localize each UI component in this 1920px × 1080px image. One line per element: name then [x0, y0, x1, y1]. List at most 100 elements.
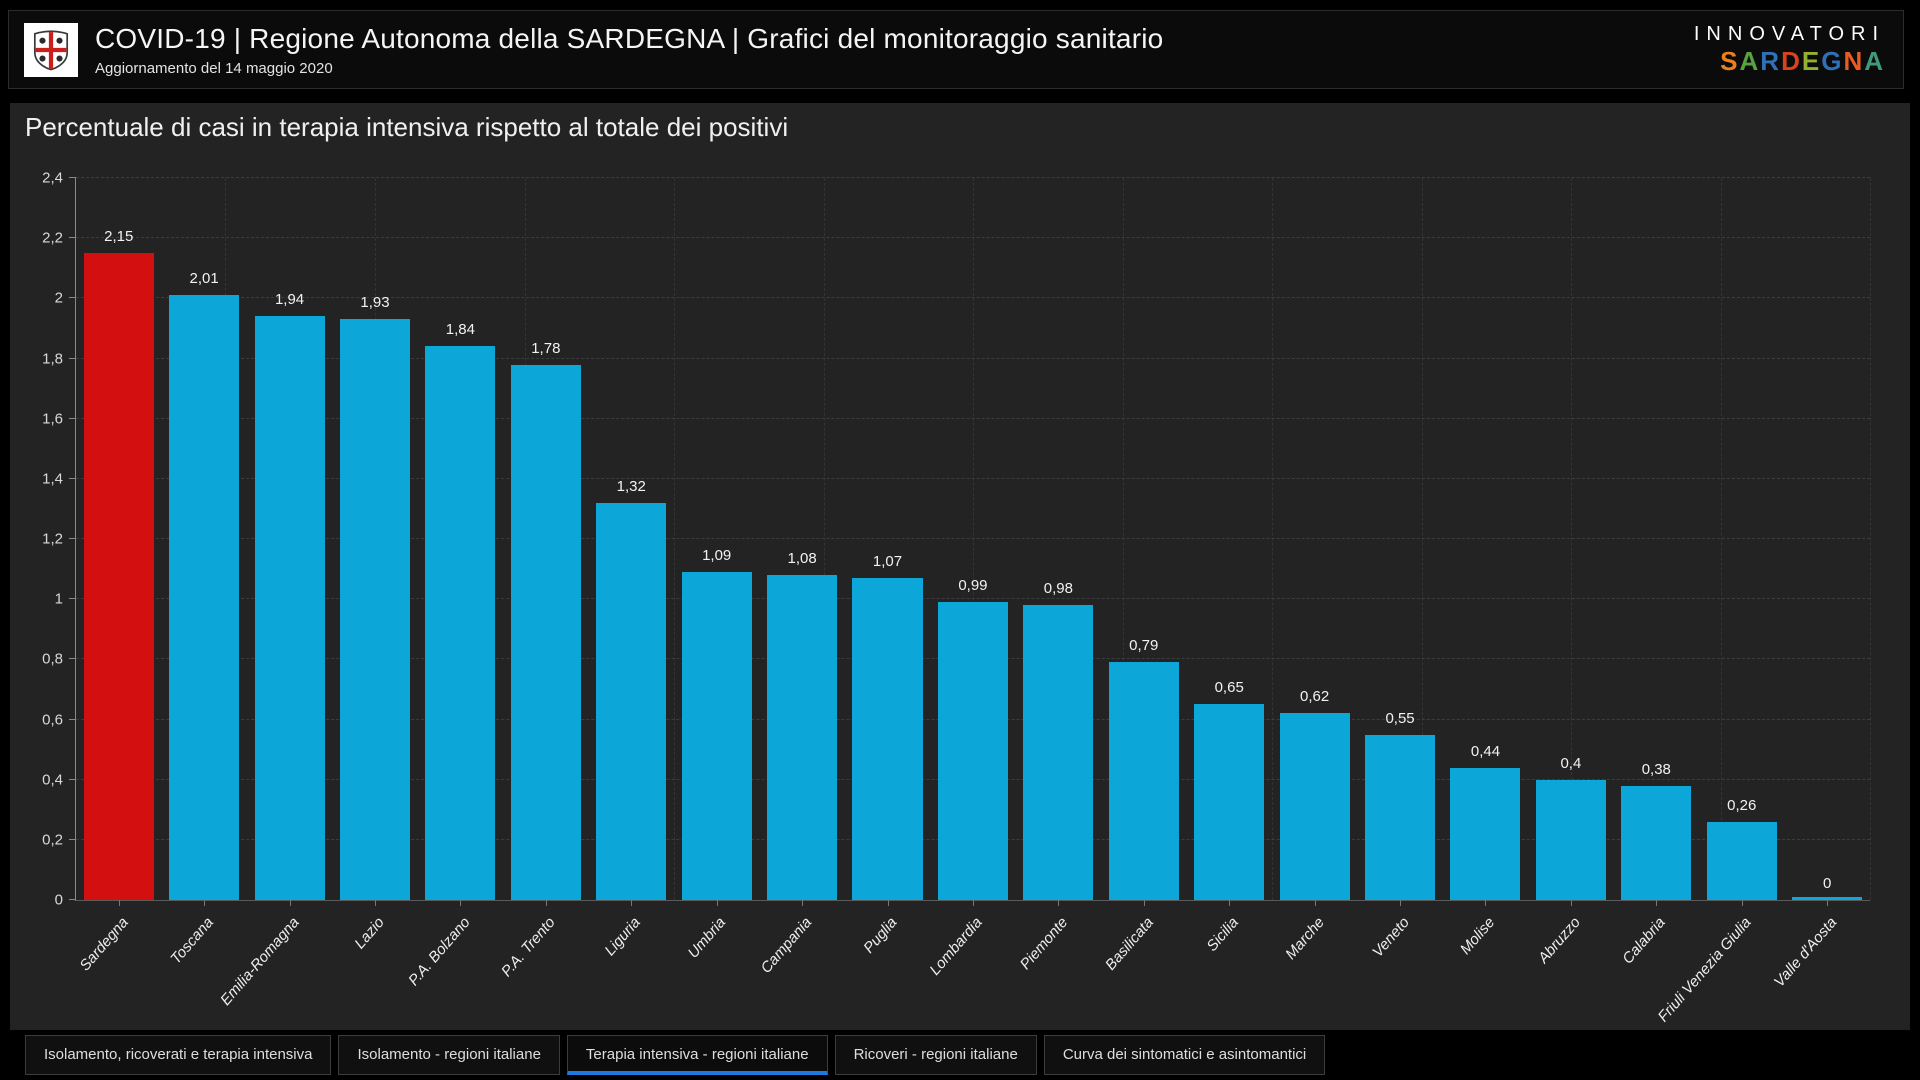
x-tick-label-basilicata: Basilicata: [1101, 914, 1157, 974]
y-tick-label: 1,8: [42, 350, 63, 367]
tab-terapia-intensiva-regioni-italiane[interactable]: Terapia intensiva - regioni italiane: [566, 1035, 828, 1075]
bar-abruzzo[interactable]: [1535, 779, 1606, 900]
innovatori-sardegna-logo: INNOVATORI SARDEGNA: [1694, 23, 1885, 77]
x-tick-mark: [802, 900, 804, 906]
brand-innovatori: INNOVATORI: [1693, 22, 1885, 45]
y-tick-label: 0,6: [42, 711, 63, 728]
x-tick-label-friuli-venezia-giulia: Friuli Venezia Giulia: [1654, 914, 1755, 1026]
x-tick-label-valle-d-aosta: Valle d'Aosta: [1770, 914, 1840, 991]
x-tick-label-lombardia: Lombardia: [926, 914, 986, 979]
bar-sardegna[interactable]: [83, 253, 154, 900]
y-tick-mark: [69, 237, 76, 239]
bar-cell-campania: 1,08 Campania: [757, 178, 844, 977]
y-tick-mark: [69, 718, 76, 720]
vertical-gridline: [823, 178, 825, 900]
bar-p-a-bolzano[interactable]: [425, 346, 496, 900]
y-tick-label: 1: [54, 590, 63, 608]
bar-cell-p-a-bolzano: 1,84 P.A. Bolzano: [405, 178, 503, 989]
x-tick-label-sardegna: Sardegna: [76, 914, 132, 975]
x-tick-mark: [118, 900, 120, 906]
bar-valle-d-aosta[interactable]: [1792, 897, 1863, 900]
bar-sicilia[interactable]: [1194, 704, 1265, 900]
chart-panel: Percentuale di casi in terapia intensiva…: [10, 103, 1910, 1030]
bar-calabria[interactable]: [1621, 785, 1692, 900]
horizontal-gridline: [76, 297, 1870, 299]
brand-letter: E: [1801, 46, 1822, 77]
bar-cell-umbria: 1,09 Umbria: [674, 178, 759, 962]
y-tick-mark: [69, 658, 76, 660]
bar-umbria[interactable]: [681, 572, 752, 900]
bar-value-label: 0: [1822, 875, 1832, 892]
brand-letter: R: [1760, 46, 1782, 77]
y-tick-label: 1,4: [42, 470, 63, 488]
update-date: Aggiornamento del 14 maggio 2020: [95, 59, 333, 77]
y-tick-mark: [69, 538, 76, 539]
bar-molise[interactable]: [1450, 767, 1521, 900]
sardegna-coat-of-arms-logo: [24, 22, 78, 77]
x-tick-mark: [1485, 900, 1487, 906]
brand-letter: D: [1781, 46, 1802, 77]
bar-value-label: 0,26: [1727, 796, 1757, 814]
bar-cell-emilia-romagna: 1,94 Emilia-Romagna: [217, 178, 332, 1009]
brand-letter: S: [1720, 46, 1740, 77]
brand-sardegna: SARDEGNA: [1694, 47, 1885, 76]
y-tick-label: 2: [54, 289, 63, 307]
x-tick-mark: [972, 900, 974, 906]
bar-cell-lazio: 1,93 Lazio: [332, 178, 417, 952]
bar-emilia-romagna[interactable]: [254, 316, 325, 900]
bar-p-a-trento[interactable]: [510, 364, 581, 900]
bar-friuli-venezia-giulia[interactable]: [1706, 821, 1777, 900]
bar-liguria[interactable]: [596, 502, 667, 900]
bar-cell-abruzzo: 0,4 Abruzzo: [1528, 178, 1613, 967]
shield-icon: [33, 29, 69, 70]
y-tick-mark: [69, 297, 76, 299]
y-tick-label: 0,4: [42, 771, 63, 789]
bar-lombardia[interactable]: [937, 602, 1008, 900]
bar-value-label: 0,79: [1129, 637, 1159, 655]
tab-ricoveri-regioni-italiane[interactable]: Ricoveri - regioni italiane: [834, 1035, 1037, 1075]
vertical-gridline: [1421, 178, 1423, 900]
x-tick-label-liguria: Liguria: [601, 914, 645, 960]
y-tick-label: 0,2: [42, 831, 63, 849]
bar-toscana[interactable]: [169, 295, 240, 900]
bar-value-label: 1,32: [616, 477, 646, 495]
tab-isolamento-regioni-italiane[interactable]: Isolamento - regioni italiane: [338, 1035, 560, 1075]
bar-value-label: 1,09: [702, 547, 732, 565]
vertical-gridline: [1870, 178, 1871, 900]
bar-lazio[interactable]: [339, 319, 410, 900]
x-tick-mark: [1400, 900, 1402, 906]
bar-cell-puglia: 1,07 Puglia: [845, 178, 930, 957]
bar-value-label: 0,98: [1043, 580, 1073, 598]
y-tick-mark: [69, 899, 76, 900]
y-tick-mark: [69, 177, 76, 178]
chart-title: Percentuale di casi in terapia intensiva…: [25, 112, 789, 142]
plot-area: 0 0,2 0,4 0,6 0,8 1 1,2 1,4 1,6 1,8 2 2,2 2,4 2,15 Sar…: [42, 170, 1871, 1025]
x-tick-mark: [374, 900, 376, 906]
brand-letter: N: [1843, 46, 1865, 77]
tab-isolamento-ricoverati-e-terapia-intensiva[interactable]: Isolamento, ricoverati e terapia intensi…: [25, 1035, 332, 1075]
x-tick-mark: [1656, 900, 1658, 906]
x-tick-label-p-a-bolzano: P.A. Bolzano: [404, 914, 474, 990]
bar-cell-basilicata: 0,79 Basilicata: [1101, 178, 1186, 974]
tab-bar: Isolamento, ricoverati e terapia intensi…: [25, 1035, 1326, 1075]
x-tick-mark: [1058, 900, 1060, 906]
x-tick-mark: [545, 900, 547, 906]
x-tick-label-campania: Campania: [757, 914, 815, 977]
bar-veneto[interactable]: [1365, 734, 1436, 900]
y-tick-label: 2,4: [42, 169, 63, 187]
brand-letter: A: [1864, 46, 1885, 77]
horizontal-gridline: [76, 177, 1870, 178]
horizontal-gridline: [76, 417, 1870, 419]
bar-piemonte[interactable]: [1023, 605, 1094, 900]
y-tick-label: 1,6: [42, 410, 63, 428]
x-tick-label-p-a-trento: P.A. Trento: [498, 914, 559, 981]
x-tick-label-abruzzo: Abruzzo: [1534, 914, 1584, 967]
tab-curva-dei-sintomatici-e-asintomantici[interactable]: Curva dei sintomatici e asintomantici: [1043, 1035, 1326, 1075]
bar-puglia[interactable]: [852, 578, 923, 900]
bar-cell-lombardia: 0,99 Lombardia: [926, 178, 1015, 979]
bar-basilicata[interactable]: [1108, 662, 1179, 900]
bar-cell-molise: 0,44 Molise: [1443, 178, 1528, 958]
vertical-gridline: [1122, 178, 1124, 900]
bar-campania[interactable]: [767, 575, 838, 900]
bar-marche[interactable]: [1279, 713, 1350, 900]
